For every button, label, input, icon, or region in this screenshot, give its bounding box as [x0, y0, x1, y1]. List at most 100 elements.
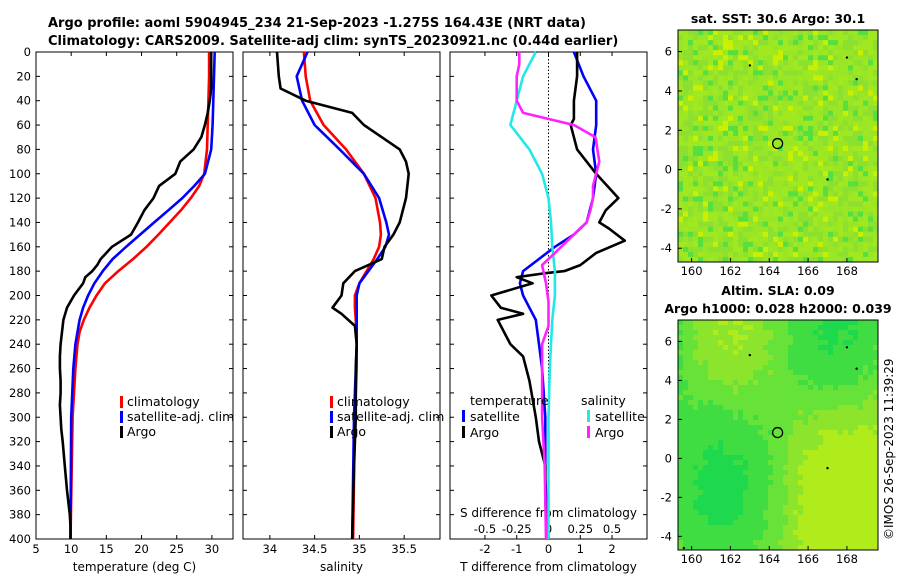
map-cell	[793, 435, 799, 441]
map-cell	[768, 460, 774, 466]
map-cell	[798, 360, 804, 366]
map-cell	[743, 465, 749, 471]
map-cell	[703, 450, 709, 456]
map-cell	[703, 400, 709, 406]
map-cell	[718, 30, 724, 36]
map-cell	[758, 60, 764, 66]
map-cell	[808, 385, 814, 391]
map-cell	[853, 385, 859, 391]
map-cell	[723, 75, 729, 81]
map-cell	[823, 390, 829, 396]
map-cell	[703, 545, 709, 551]
map-cell	[773, 241, 779, 248]
map-cell	[748, 55, 754, 61]
map-cell	[818, 181, 824, 187]
map-cell	[833, 540, 839, 546]
map-cell	[773, 251, 779, 258]
map-cell	[733, 231, 739, 238]
map-cell	[808, 110, 814, 117]
map-cell	[868, 85, 874, 91]
map-cell	[788, 395, 794, 401]
map-cell	[863, 380, 869, 386]
map-cell	[733, 535, 739, 541]
map-cell	[838, 425, 844, 431]
map-cell	[703, 345, 709, 351]
map-cell	[838, 231, 844, 238]
map-cell	[738, 375, 744, 381]
map-cell	[708, 475, 714, 481]
map-cell	[788, 380, 794, 386]
map-cell	[693, 115, 699, 122]
map-cell	[703, 196, 709, 202]
map-cell	[708, 166, 714, 172]
map-cell	[758, 370, 764, 376]
map-cell	[753, 505, 759, 511]
map-cell	[828, 340, 834, 346]
map-cell	[838, 365, 844, 371]
map-cell	[703, 500, 709, 506]
map-cell	[713, 445, 719, 451]
map-cell	[723, 520, 729, 526]
map-cell	[743, 440, 749, 446]
map-cell	[718, 45, 724, 51]
map-cell	[858, 151, 864, 157]
map-cell	[808, 335, 814, 341]
map-cell	[868, 335, 874, 341]
map-cell	[793, 100, 799, 107]
map-cell	[748, 211, 754, 218]
map-cell	[813, 350, 819, 356]
map-cell	[688, 45, 694, 51]
map-cell	[688, 430, 694, 436]
map-cell	[838, 105, 844, 112]
map-cell	[683, 395, 689, 401]
map-cell	[843, 75, 849, 81]
map-cell	[708, 140, 714, 147]
map-cell	[838, 161, 844, 167]
map-cell	[843, 156, 849, 162]
map-cell	[708, 415, 714, 421]
map-cell	[743, 435, 749, 441]
map-cell	[688, 465, 694, 471]
map-cell	[783, 320, 789, 326]
map-cell	[703, 385, 709, 391]
map-cell	[748, 181, 754, 187]
map-cell	[713, 465, 719, 471]
map-cell	[808, 475, 814, 481]
map-cell	[848, 161, 854, 167]
map-cell	[678, 236, 684, 243]
map-cell	[698, 35, 704, 41]
map-x-tick-label: 164	[758, 552, 780, 566]
map-cell	[808, 390, 814, 396]
map-cell	[853, 196, 859, 202]
map-cell	[793, 540, 799, 546]
map-cell	[833, 105, 839, 112]
depth-tick-label: 220	[9, 313, 31, 327]
map-cell	[708, 450, 714, 456]
map-cell	[818, 515, 824, 521]
map-cell	[873, 345, 879, 351]
map-cell	[863, 75, 869, 81]
map-cell	[768, 70, 774, 76]
map-cell	[793, 181, 799, 187]
argo-location-marker	[771, 426, 784, 439]
map-cell	[843, 161, 849, 167]
map-cell	[683, 221, 689, 228]
map-cell	[773, 360, 779, 366]
salinity-series-satellite-adj-clim	[295, 51, 391, 540]
map-cell	[708, 216, 714, 223]
map-cell	[768, 450, 774, 456]
map-cell	[678, 146, 684, 152]
map-cell	[783, 191, 789, 197]
map-cell	[808, 320, 814, 326]
map-cell	[823, 370, 829, 376]
map-cell	[693, 256, 699, 263]
map-cell	[683, 485, 689, 491]
map-cell	[708, 35, 714, 41]
map-cell	[678, 445, 684, 451]
map-cell	[868, 206, 874, 212]
x-tick-label: 30	[205, 542, 220, 556]
map-cell	[863, 105, 869, 112]
map-cell	[678, 370, 684, 376]
map-cell	[848, 206, 854, 212]
map-cell	[758, 430, 764, 436]
